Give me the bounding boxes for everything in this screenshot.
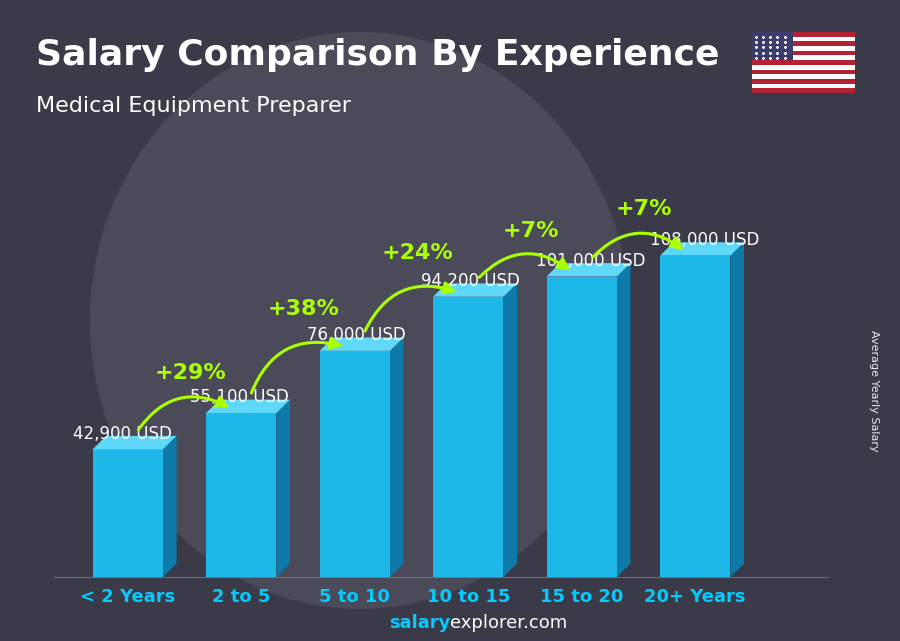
Text: 55,100 USD: 55,100 USD bbox=[190, 388, 289, 406]
Text: explorer.com: explorer.com bbox=[450, 614, 567, 632]
Bar bbox=[752, 32, 793, 60]
Text: 101,000 USD: 101,000 USD bbox=[536, 252, 646, 270]
Bar bbox=[206, 413, 276, 577]
Polygon shape bbox=[503, 283, 517, 577]
Text: +7%: +7% bbox=[502, 221, 559, 241]
Bar bbox=[752, 42, 855, 46]
Text: 94,200 USD: 94,200 USD bbox=[420, 272, 519, 290]
Text: Salary Comparison By Experience: Salary Comparison By Experience bbox=[36, 38, 719, 72]
Polygon shape bbox=[276, 399, 290, 577]
Polygon shape bbox=[163, 436, 176, 577]
Polygon shape bbox=[320, 337, 403, 351]
Ellipse shape bbox=[90, 32, 630, 609]
Bar bbox=[752, 56, 855, 60]
Bar bbox=[433, 297, 503, 577]
Text: +24%: +24% bbox=[382, 244, 453, 263]
Text: 42,900 USD: 42,900 USD bbox=[73, 424, 172, 443]
Bar bbox=[752, 37, 855, 42]
Polygon shape bbox=[433, 283, 517, 297]
Polygon shape bbox=[206, 399, 290, 413]
Polygon shape bbox=[93, 436, 176, 449]
Polygon shape bbox=[731, 242, 744, 577]
Text: 76,000 USD: 76,000 USD bbox=[307, 326, 406, 344]
Bar bbox=[752, 79, 855, 83]
Bar bbox=[660, 256, 731, 577]
Text: +29%: +29% bbox=[154, 363, 226, 383]
Bar bbox=[752, 74, 855, 79]
Bar bbox=[752, 83, 855, 88]
Text: +38%: +38% bbox=[267, 299, 339, 319]
Text: Average Yearly Salary: Average Yearly Salary bbox=[869, 330, 879, 452]
Bar bbox=[752, 60, 855, 65]
Text: +7%: +7% bbox=[616, 199, 672, 219]
Polygon shape bbox=[546, 263, 631, 276]
Polygon shape bbox=[390, 337, 403, 577]
Bar bbox=[752, 69, 855, 74]
Bar bbox=[752, 88, 855, 93]
Bar bbox=[93, 449, 163, 577]
Bar bbox=[752, 32, 855, 37]
Text: 108,000 USD: 108,000 USD bbox=[650, 231, 760, 249]
Bar bbox=[320, 351, 390, 577]
Bar bbox=[546, 276, 616, 577]
Text: Medical Equipment Preparer: Medical Equipment Preparer bbox=[36, 96, 351, 116]
Bar bbox=[752, 65, 855, 69]
Polygon shape bbox=[660, 242, 744, 256]
Bar bbox=[752, 51, 855, 56]
Text: salary: salary bbox=[389, 614, 450, 632]
Bar bbox=[752, 46, 855, 51]
Polygon shape bbox=[616, 263, 631, 577]
